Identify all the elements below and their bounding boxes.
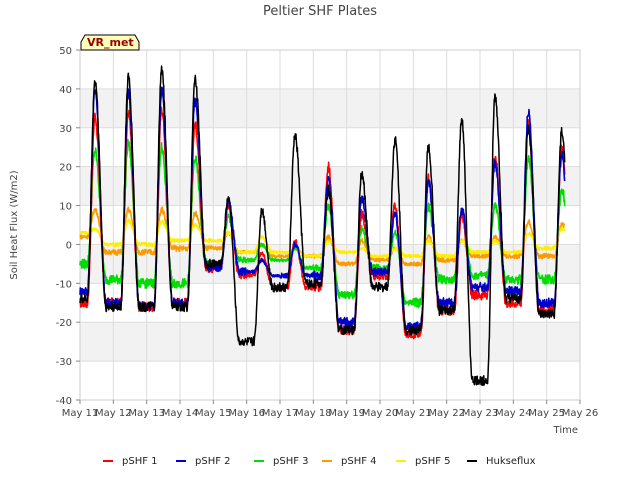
y-tick-label: -10 xyxy=(56,279,72,290)
legend-label: pSHF 5 xyxy=(415,456,451,467)
y-tick-label: 0 xyxy=(66,240,72,251)
legend-label: pSHF 1 xyxy=(122,456,158,467)
x-tick-label: May 23 xyxy=(462,408,499,419)
y-axis-title: Soil Heat Flux (W/m2) xyxy=(9,170,20,279)
legend-label: pSHF 3 xyxy=(273,456,309,467)
x-tick-label: May 19 xyxy=(328,408,365,419)
x-tick-label: May 15 xyxy=(195,408,232,419)
y-tick-label: 50 xyxy=(59,46,72,57)
chart-title: Peltier SHF Plates xyxy=(263,4,377,19)
x-tick-label: May 16 xyxy=(228,408,265,419)
background-band xyxy=(80,244,580,284)
background-band xyxy=(80,322,580,362)
y-axis-ticks: -40 -30 -20 -10 0 10 20 30 40 50 xyxy=(56,46,80,407)
y-tick-label: 20 xyxy=(59,163,72,174)
x-tick-label: May 11 xyxy=(62,408,99,419)
y-tick-label: 10 xyxy=(59,202,72,213)
x-tick-label: May 25 xyxy=(528,408,565,419)
y-tick-label: -20 xyxy=(56,318,72,329)
x-tick-label: May 18 xyxy=(295,408,332,419)
annotation-badge: VR_met xyxy=(80,34,140,51)
legend-label: pSHF 2 xyxy=(195,456,231,467)
x-tick-label: May 14 xyxy=(162,408,199,419)
background-bands xyxy=(80,50,580,400)
grid-lines xyxy=(79,49,581,401)
y-tick-label: 40 xyxy=(59,85,72,96)
y-tick-label: 30 xyxy=(59,124,72,135)
y-tick-label: -30 xyxy=(56,357,72,368)
series-group xyxy=(79,65,566,387)
series-line-hukseflux xyxy=(79,65,566,387)
x-axis-title: Time xyxy=(553,425,578,436)
x-tick-label: May 20 xyxy=(362,408,399,419)
x-tick-label: May 12 xyxy=(95,408,132,419)
x-tick-label: May 24 xyxy=(495,408,532,419)
x-tick-label: May 13 xyxy=(128,408,165,419)
x-tick-label: May 17 xyxy=(262,408,299,419)
x-tick-label: May 21 xyxy=(395,408,432,419)
x-tick-label: May 26 xyxy=(562,408,599,419)
legend-label: pSHF 4 xyxy=(341,456,377,467)
legend-label: Hukseflux xyxy=(486,456,536,467)
plot-frame xyxy=(79,49,581,401)
y-tick-label: -40 xyxy=(56,396,72,407)
annotation-text: VR_met xyxy=(87,36,134,49)
x-tick-label: May 22 xyxy=(428,408,465,419)
legend: pSHF 1 pSHF 2 pSHF 3 pSHF 4 pSHF 5 Hukseflux xyxy=(103,456,536,467)
background-band xyxy=(80,88,580,128)
